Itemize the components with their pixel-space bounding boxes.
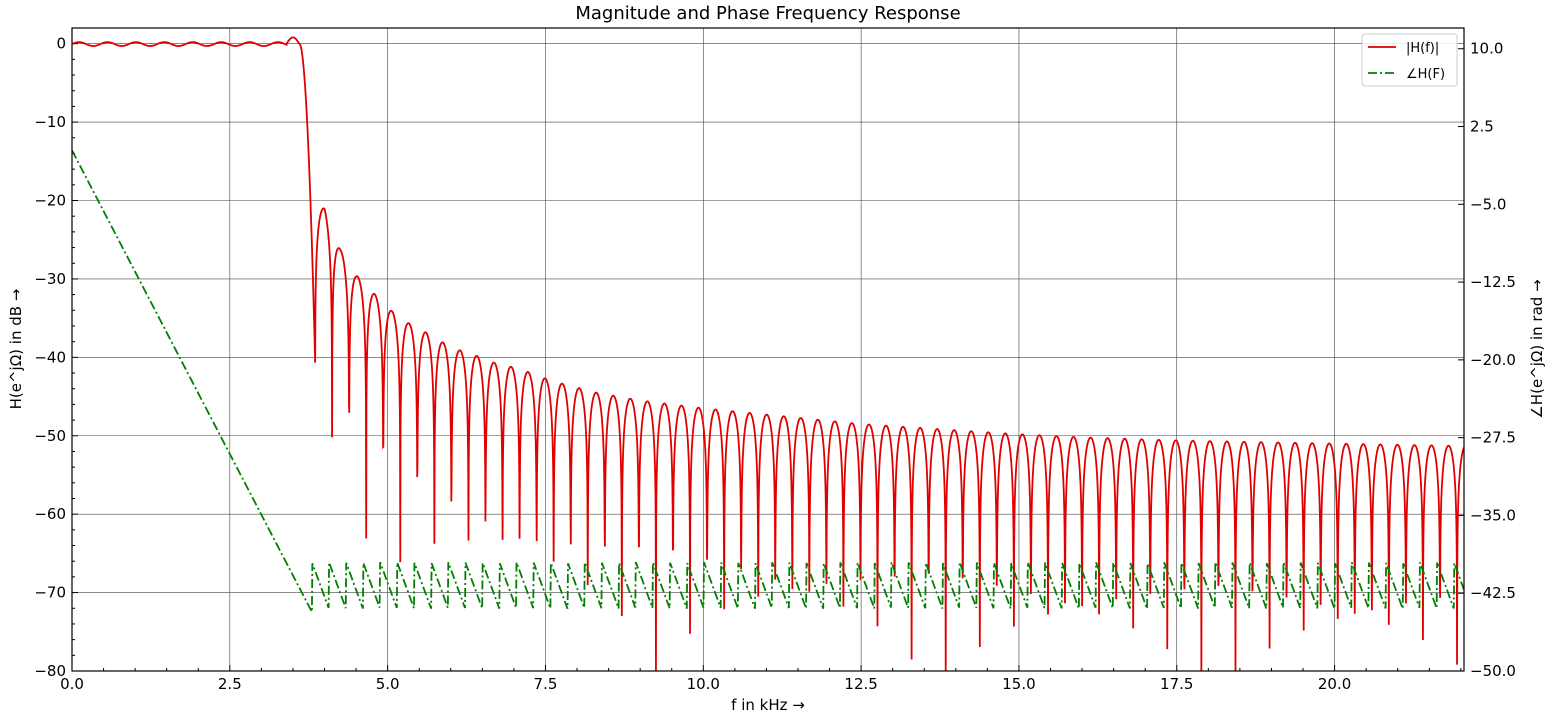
legend-label-magnitude: |H(f)| (1406, 41, 1439, 56)
chart-title: Magnitude and Phase Frequency Response (575, 3, 960, 24)
x-tick-label: 17.5 (1160, 675, 1193, 693)
y-tick-label-left: −40 (34, 348, 66, 366)
y-tick-label-right: 2.5 (1470, 118, 1494, 136)
plot-frame (71, 27, 1465, 672)
y-tick-label-right: −5.0 (1470, 195, 1506, 213)
y-tick-label-left: −70 (34, 584, 66, 602)
y-tick-label-left: −60 (34, 505, 66, 523)
y-tick-label-left: −10 (34, 113, 66, 131)
x-tick-label: 7.5 (534, 675, 558, 693)
y-tick-label-right: −50.0 (1470, 662, 1516, 680)
x-tick-label: 15.0 (1002, 675, 1035, 693)
y-tick-label-right: −42.5 (1470, 584, 1516, 602)
y-tick-label-left: 0 (56, 35, 66, 53)
y-tick-label-right: −35.0 (1470, 506, 1516, 524)
y-tick-label-left: −80 (34, 662, 66, 680)
series-line-phase (71, 149, 1465, 613)
x-tick-label: 10.0 (687, 675, 720, 693)
y-axis-label-right: ∠H(e^jΩ) in rad → (1528, 279, 1546, 418)
y-tick-label-right: −12.5 (1470, 273, 1516, 291)
y-tick-label-left: −50 (34, 427, 66, 445)
y-tick-label-right: −27.5 (1470, 429, 1516, 447)
series-layer (71, 36, 1465, 672)
series-line-magnitude (71, 36, 1465, 672)
legend: |H(f)| ∠H(F) (1361, 33, 1458, 87)
axis-ticks: 0.0 2.5 5.0 7.5 10.0 12.5 15.0 17.5 20.0 0 −10 −20 −… (34, 35, 1516, 693)
x-tick-label: 5.0 (376, 675, 400, 693)
x-tick-label: 12.5 (844, 675, 877, 693)
y-tick-label-left: −20 (34, 192, 66, 210)
x-tick-label: 0.0 (60, 675, 84, 693)
y-tick-label-right: 10.0 (1470, 40, 1503, 58)
y-axis-label-left: H(e^jΩ) in dB → (7, 289, 25, 410)
x-axis-label: f in kHz → (731, 696, 805, 714)
grid-lines (71, 28, 1464, 672)
y-tick-label-left: −30 (34, 270, 66, 288)
x-tick-label: 2.5 (218, 675, 242, 693)
legend-label-phase: ∠H(F) (1406, 67, 1445, 82)
x-tick-label: 20.0 (1318, 675, 1351, 693)
y-tick-label-right: −20.0 (1470, 351, 1516, 369)
